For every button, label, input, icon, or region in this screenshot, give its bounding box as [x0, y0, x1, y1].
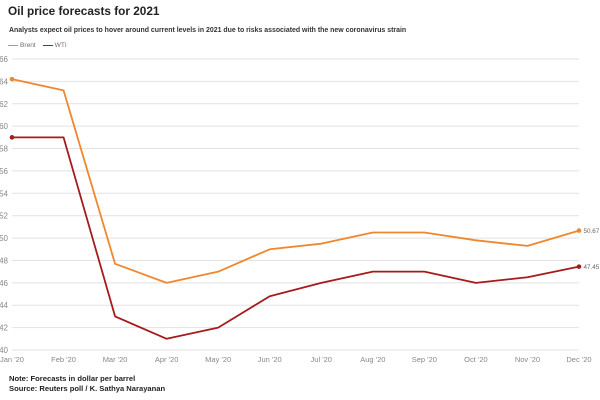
- svg-text:Jan '20: Jan '20: [0, 355, 24, 364]
- svg-text:Mar '20: Mar '20: [103, 355, 128, 364]
- svg-text:56: 56: [0, 167, 9, 176]
- svg-text:52: 52: [0, 212, 9, 221]
- svg-text:58: 58: [0, 145, 9, 154]
- svg-text:66: 66: [0, 55, 9, 64]
- svg-text:Sep '20: Sep '20: [412, 355, 437, 364]
- svg-text:50.67: 50.67: [584, 228, 600, 235]
- svg-text:62: 62: [0, 100, 9, 109]
- svg-text:May '20: May '20: [205, 355, 231, 364]
- svg-text:Dec '20: Dec '20: [566, 355, 591, 364]
- svg-text:46: 46: [0, 279, 9, 288]
- svg-text:60: 60: [0, 122, 9, 131]
- svg-text:Jun '20: Jun '20: [258, 355, 282, 364]
- svg-text:42: 42: [0, 324, 9, 333]
- svg-text:48: 48: [0, 256, 9, 265]
- svg-text:47.45: 47.45: [584, 264, 600, 271]
- svg-text:Oct '20: Oct '20: [464, 355, 488, 364]
- svg-text:54: 54: [0, 189, 9, 198]
- svg-text:44: 44: [0, 301, 9, 310]
- svg-text:Jul '20: Jul '20: [311, 355, 332, 364]
- svg-text:64: 64: [0, 77, 9, 86]
- svg-text:Apr '20: Apr '20: [155, 355, 179, 364]
- svg-text:40: 40: [0, 346, 9, 355]
- svg-text:Nov '20: Nov '20: [515, 355, 540, 364]
- svg-text:50: 50: [0, 234, 9, 243]
- svg-text:Feb '20: Feb '20: [51, 355, 76, 364]
- svg-text:Aug '20: Aug '20: [360, 355, 385, 364]
